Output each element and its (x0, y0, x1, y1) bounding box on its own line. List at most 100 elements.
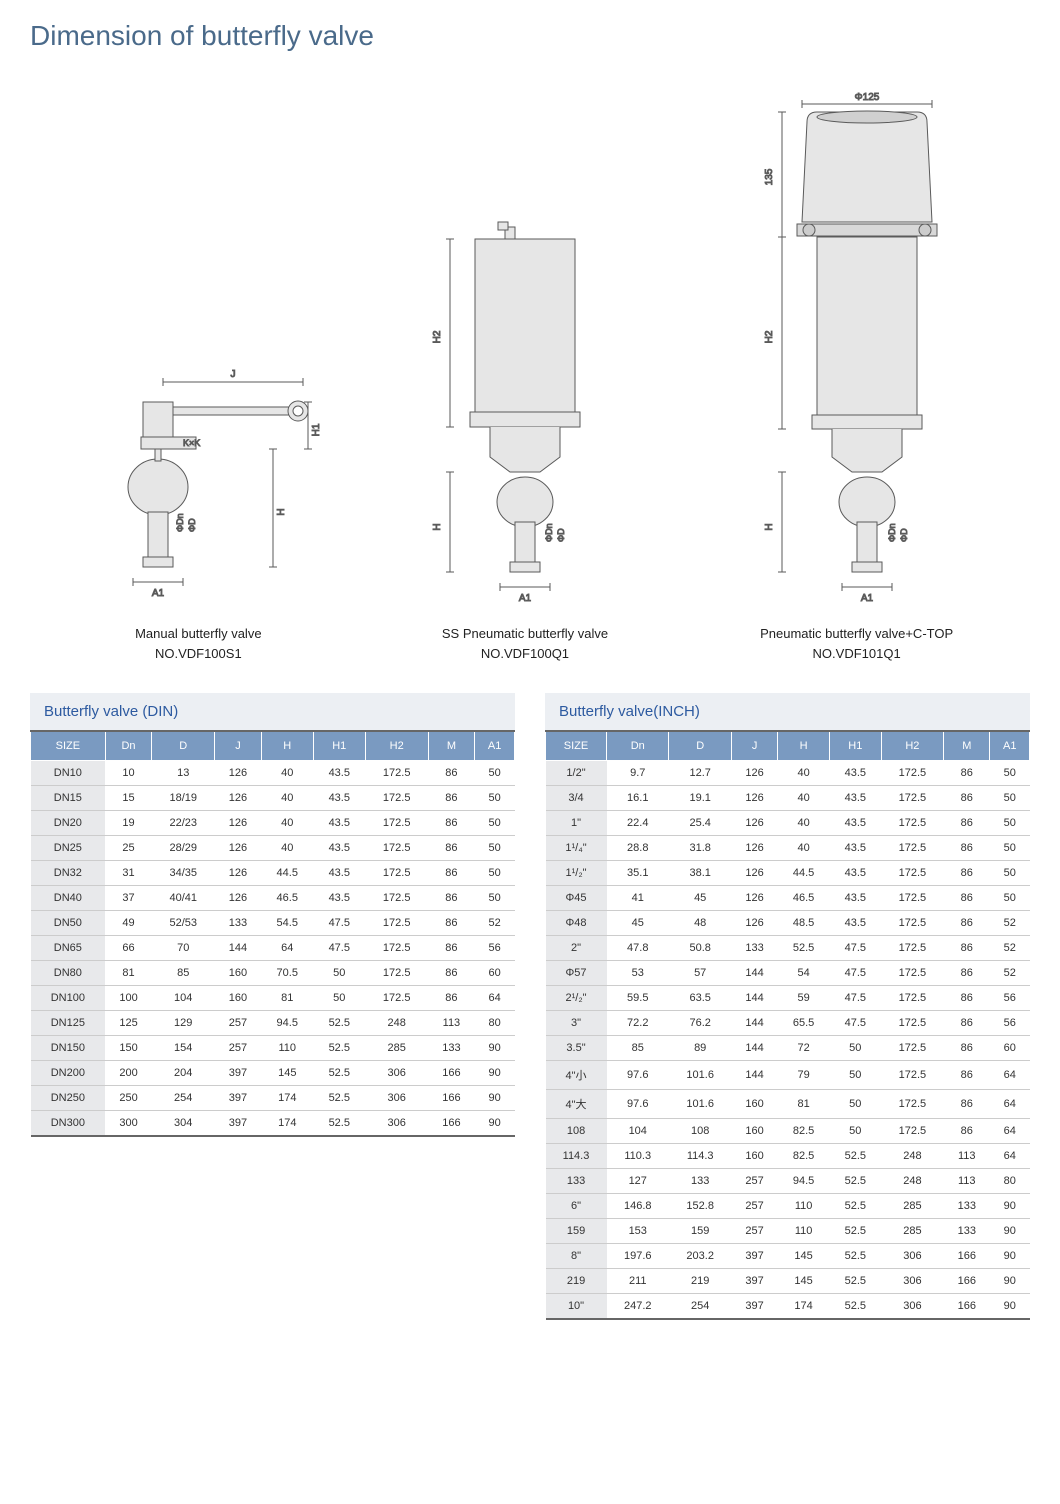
diagram-row: J K×K H1 (30, 92, 1030, 663)
cell: 306 (881, 1269, 943, 1294)
cell: 126 (215, 886, 262, 911)
cell: 38.1 (669, 861, 731, 886)
cell: 172.5 (881, 961, 943, 986)
cell: 254 (152, 1086, 215, 1111)
cell: 28.8 (607, 836, 669, 861)
caption-part: NO.VDF101Q1 (760, 644, 953, 664)
col-header: H2 (881, 731, 943, 761)
cell: 104 (607, 1119, 669, 1144)
svg-text:H2: H2 (764, 330, 775, 343)
cell: 90 (990, 1219, 1030, 1244)
cell: 47.5 (829, 986, 881, 1011)
cell: 40 (778, 786, 830, 811)
cell: 10 (105, 761, 152, 786)
cell: 50 (990, 761, 1030, 786)
cell: 219 (546, 1269, 607, 1294)
cell: 90 (990, 1294, 1030, 1320)
table-din: Butterfly valve (DIN) SIZEDnDJHH1H2MA1 D… (30, 693, 515, 1137)
cell: 85 (152, 961, 215, 986)
cell: 31.8 (669, 836, 731, 861)
cell: 114.3 (546, 1144, 607, 1169)
cell: 172.5 (365, 836, 428, 861)
cell: 306 (365, 1086, 428, 1111)
cell: 86 (944, 986, 990, 1011)
cell: 52.5 (829, 1244, 881, 1269)
cell: 40 (261, 811, 313, 836)
cell: DN50 (31, 911, 106, 936)
table-row: 3"72.276.214465.547.5172.58656 (546, 1011, 1030, 1036)
cell: 13 (152, 761, 215, 786)
cell: 43.5 (829, 761, 881, 786)
table-row: DN252528/291264043.5172.58650 (31, 836, 515, 861)
cell: 82.5 (778, 1119, 830, 1144)
cell: 64 (261, 936, 313, 961)
cell: 174 (778, 1294, 830, 1320)
cell: 86 (944, 1119, 990, 1144)
cell: 43.5 (313, 886, 365, 911)
table-row: 21921121939714552.530616690 (546, 1269, 1030, 1294)
cell: 86 (428, 961, 475, 986)
cell: 86 (428, 986, 475, 1011)
table-row: Φ45414512646.543.5172.58650 (546, 886, 1030, 911)
svg-text:A1: A1 (861, 593, 874, 604)
cell: 126 (731, 761, 777, 786)
cell: 52.5 (313, 1086, 365, 1111)
cell: 80 (990, 1169, 1030, 1194)
cell: 126 (731, 811, 777, 836)
cell: 47.8 (607, 936, 669, 961)
col-header: D (669, 731, 731, 761)
caption-part: NO.VDF100Q1 (442, 644, 608, 664)
cell: DN150 (31, 1036, 106, 1061)
cell: 172.5 (881, 1011, 943, 1036)
col-header: A1 (990, 731, 1030, 761)
cell: 50 (990, 836, 1030, 861)
cell: 397 (731, 1269, 777, 1294)
table-row: DN25025025439717452.530616690 (31, 1086, 515, 1111)
cell: 153 (607, 1219, 669, 1244)
svg-text:H1: H1 (311, 423, 322, 436)
cell: 248 (365, 1011, 428, 1036)
cell: 52.5 (313, 1036, 365, 1061)
cell: 160 (731, 1119, 777, 1144)
table-row: DN403740/4112646.543.5172.58650 (31, 886, 515, 911)
cell: 108 (546, 1119, 607, 1144)
cell: 172.5 (365, 811, 428, 836)
cell: 197.6 (607, 1244, 669, 1269)
cell: 172.5 (365, 961, 428, 986)
svg-text:ΦDn: ΦDn (175, 513, 185, 532)
cell: 160 (731, 1090, 777, 1119)
cell: 44.5 (261, 861, 313, 886)
cell: 52/53 (152, 911, 215, 936)
cell: 86 (428, 886, 475, 911)
cell: 50 (829, 1119, 881, 1144)
cell: 50 (475, 861, 515, 886)
col-header: H1 (829, 731, 881, 761)
cell: 47.5 (829, 961, 881, 986)
table-row: 10"247.225439717452.530616690 (546, 1294, 1030, 1320)
cell: 172.5 (881, 1036, 943, 1061)
cell: 79 (778, 1061, 830, 1090)
cell: 248 (881, 1169, 943, 1194)
table-inch: Butterfly valve(INCH) SIZEDnDJHH1H2MA1 1… (545, 693, 1030, 1320)
table-row: 1/2"9.712.71264043.5172.58650 (546, 761, 1030, 786)
diagram-ctop: Φ125 135 ΦM (727, 92, 987, 663)
cell: 126 (731, 861, 777, 886)
cell: DN65 (31, 936, 106, 961)
cell: 397 (215, 1061, 262, 1086)
cell: 86 (944, 1090, 990, 1119)
cell: 152.8 (669, 1194, 731, 1219)
cell: DN100 (31, 986, 106, 1011)
table-row: 15915315925711052.528513390 (546, 1219, 1030, 1244)
cell: 285 (881, 1194, 943, 1219)
cell: 104 (152, 986, 215, 1011)
cell: 219 (669, 1269, 731, 1294)
cell: 63.5 (669, 986, 731, 1011)
cell: 52.5 (829, 1144, 881, 1169)
cell: 145 (778, 1244, 830, 1269)
cell: 172.5 (365, 761, 428, 786)
table-row: 2¹/₂"59.563.51445947.5172.58656 (546, 986, 1030, 1011)
cell: 126 (731, 786, 777, 811)
cell: 172.5 (365, 911, 428, 936)
cell: 25 (105, 836, 152, 861)
cell: 166 (944, 1244, 990, 1269)
